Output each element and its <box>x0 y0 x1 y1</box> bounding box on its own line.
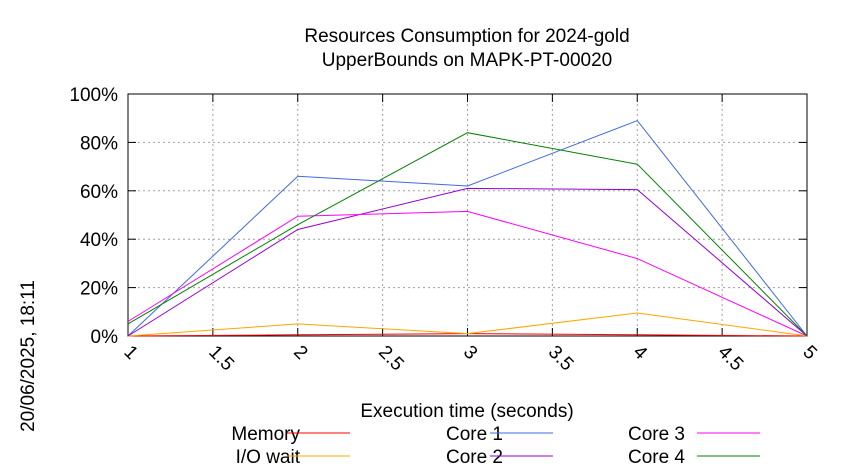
x-tick-label: 3 <box>459 342 481 364</box>
x-axis-label: Execution time (seconds) <box>360 401 573 422</box>
side-timestamp-label: 20/06/2025, 18:11 <box>18 280 39 432</box>
legend-label: Core 2 <box>446 447 503 468</box>
legend-label: Core 3 <box>628 424 685 445</box>
x-tick-label: 1 <box>119 342 141 364</box>
series-line-core-4 <box>127 132 808 337</box>
x-tick-label: 2 <box>289 342 311 364</box>
series-line-core-1 <box>127 120 808 337</box>
legend-label: Core 1 <box>446 424 503 445</box>
series-line-i-o-wait <box>127 312 808 337</box>
legend-label: I/O wait <box>236 447 301 468</box>
x-tick-label: 2.5 <box>374 342 408 376</box>
chart-title-line-2: UpperBounds on MAPK-PT-00020 <box>322 50 612 71</box>
y-axis: 0% 20% 40% 60% 80% 100% <box>69 85 807 348</box>
x-tick-label: 3.5 <box>544 342 578 376</box>
y-tick-label: 100% <box>69 85 118 106</box>
y-tick-label: 80% <box>80 133 118 154</box>
y-tick-label: 40% <box>80 230 118 251</box>
x-tick-label: 1.5 <box>204 342 238 376</box>
x-tick-label: 5 <box>798 342 820 364</box>
legend-label: Memory <box>231 424 300 445</box>
y-tick-label: 0% <box>91 327 119 348</box>
y-tick-label: 60% <box>80 182 118 203</box>
grid <box>128 94 807 336</box>
x-tick-label: 4 <box>629 342 652 365</box>
y-tick-label: 20% <box>80 279 118 300</box>
legend-label: Core 4 <box>628 447 685 468</box>
x-tick-label: 4.5 <box>714 342 748 376</box>
series-line-core-3 <box>127 210 808 337</box>
series-line-core-2 <box>127 187 808 337</box>
chart-title-line-1: Resources Consumption for 2024-gold <box>304 26 629 47</box>
series-lines <box>127 120 808 337</box>
